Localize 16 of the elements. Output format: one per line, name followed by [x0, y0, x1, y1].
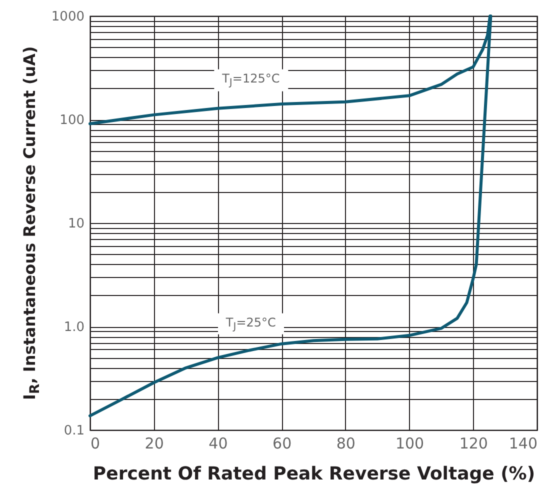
- x-tick-label: 60: [272, 434, 292, 452]
- x-tick-label: 100: [395, 434, 424, 452]
- x-tick-label: 80: [336, 434, 356, 452]
- x-tick-label: 20: [144, 434, 164, 452]
- x-tick-label: 40: [208, 434, 228, 452]
- x-axis-title: Percent Of Rated Peak Reverse Voltage (%): [92, 464, 536, 484]
- y-tick-label: 100: [60, 113, 84, 128]
- x-tick-label: 140: [508, 434, 538, 452]
- y-tick-label: 1000: [51, 10, 84, 24]
- y-tick-label: 0.1: [64, 424, 84, 438]
- y-tick-label: 10: [68, 216, 84, 232]
- series-label: T$_{J}$=25°C: [218, 313, 284, 335]
- y-tick-label: 1.0: [64, 320, 84, 335]
- x-tick-label: 120: [459, 434, 488, 452]
- series-label: T$_{J}$=125°C: [214, 69, 288, 91]
- x-tick-label: 0: [90, 434, 100, 452]
